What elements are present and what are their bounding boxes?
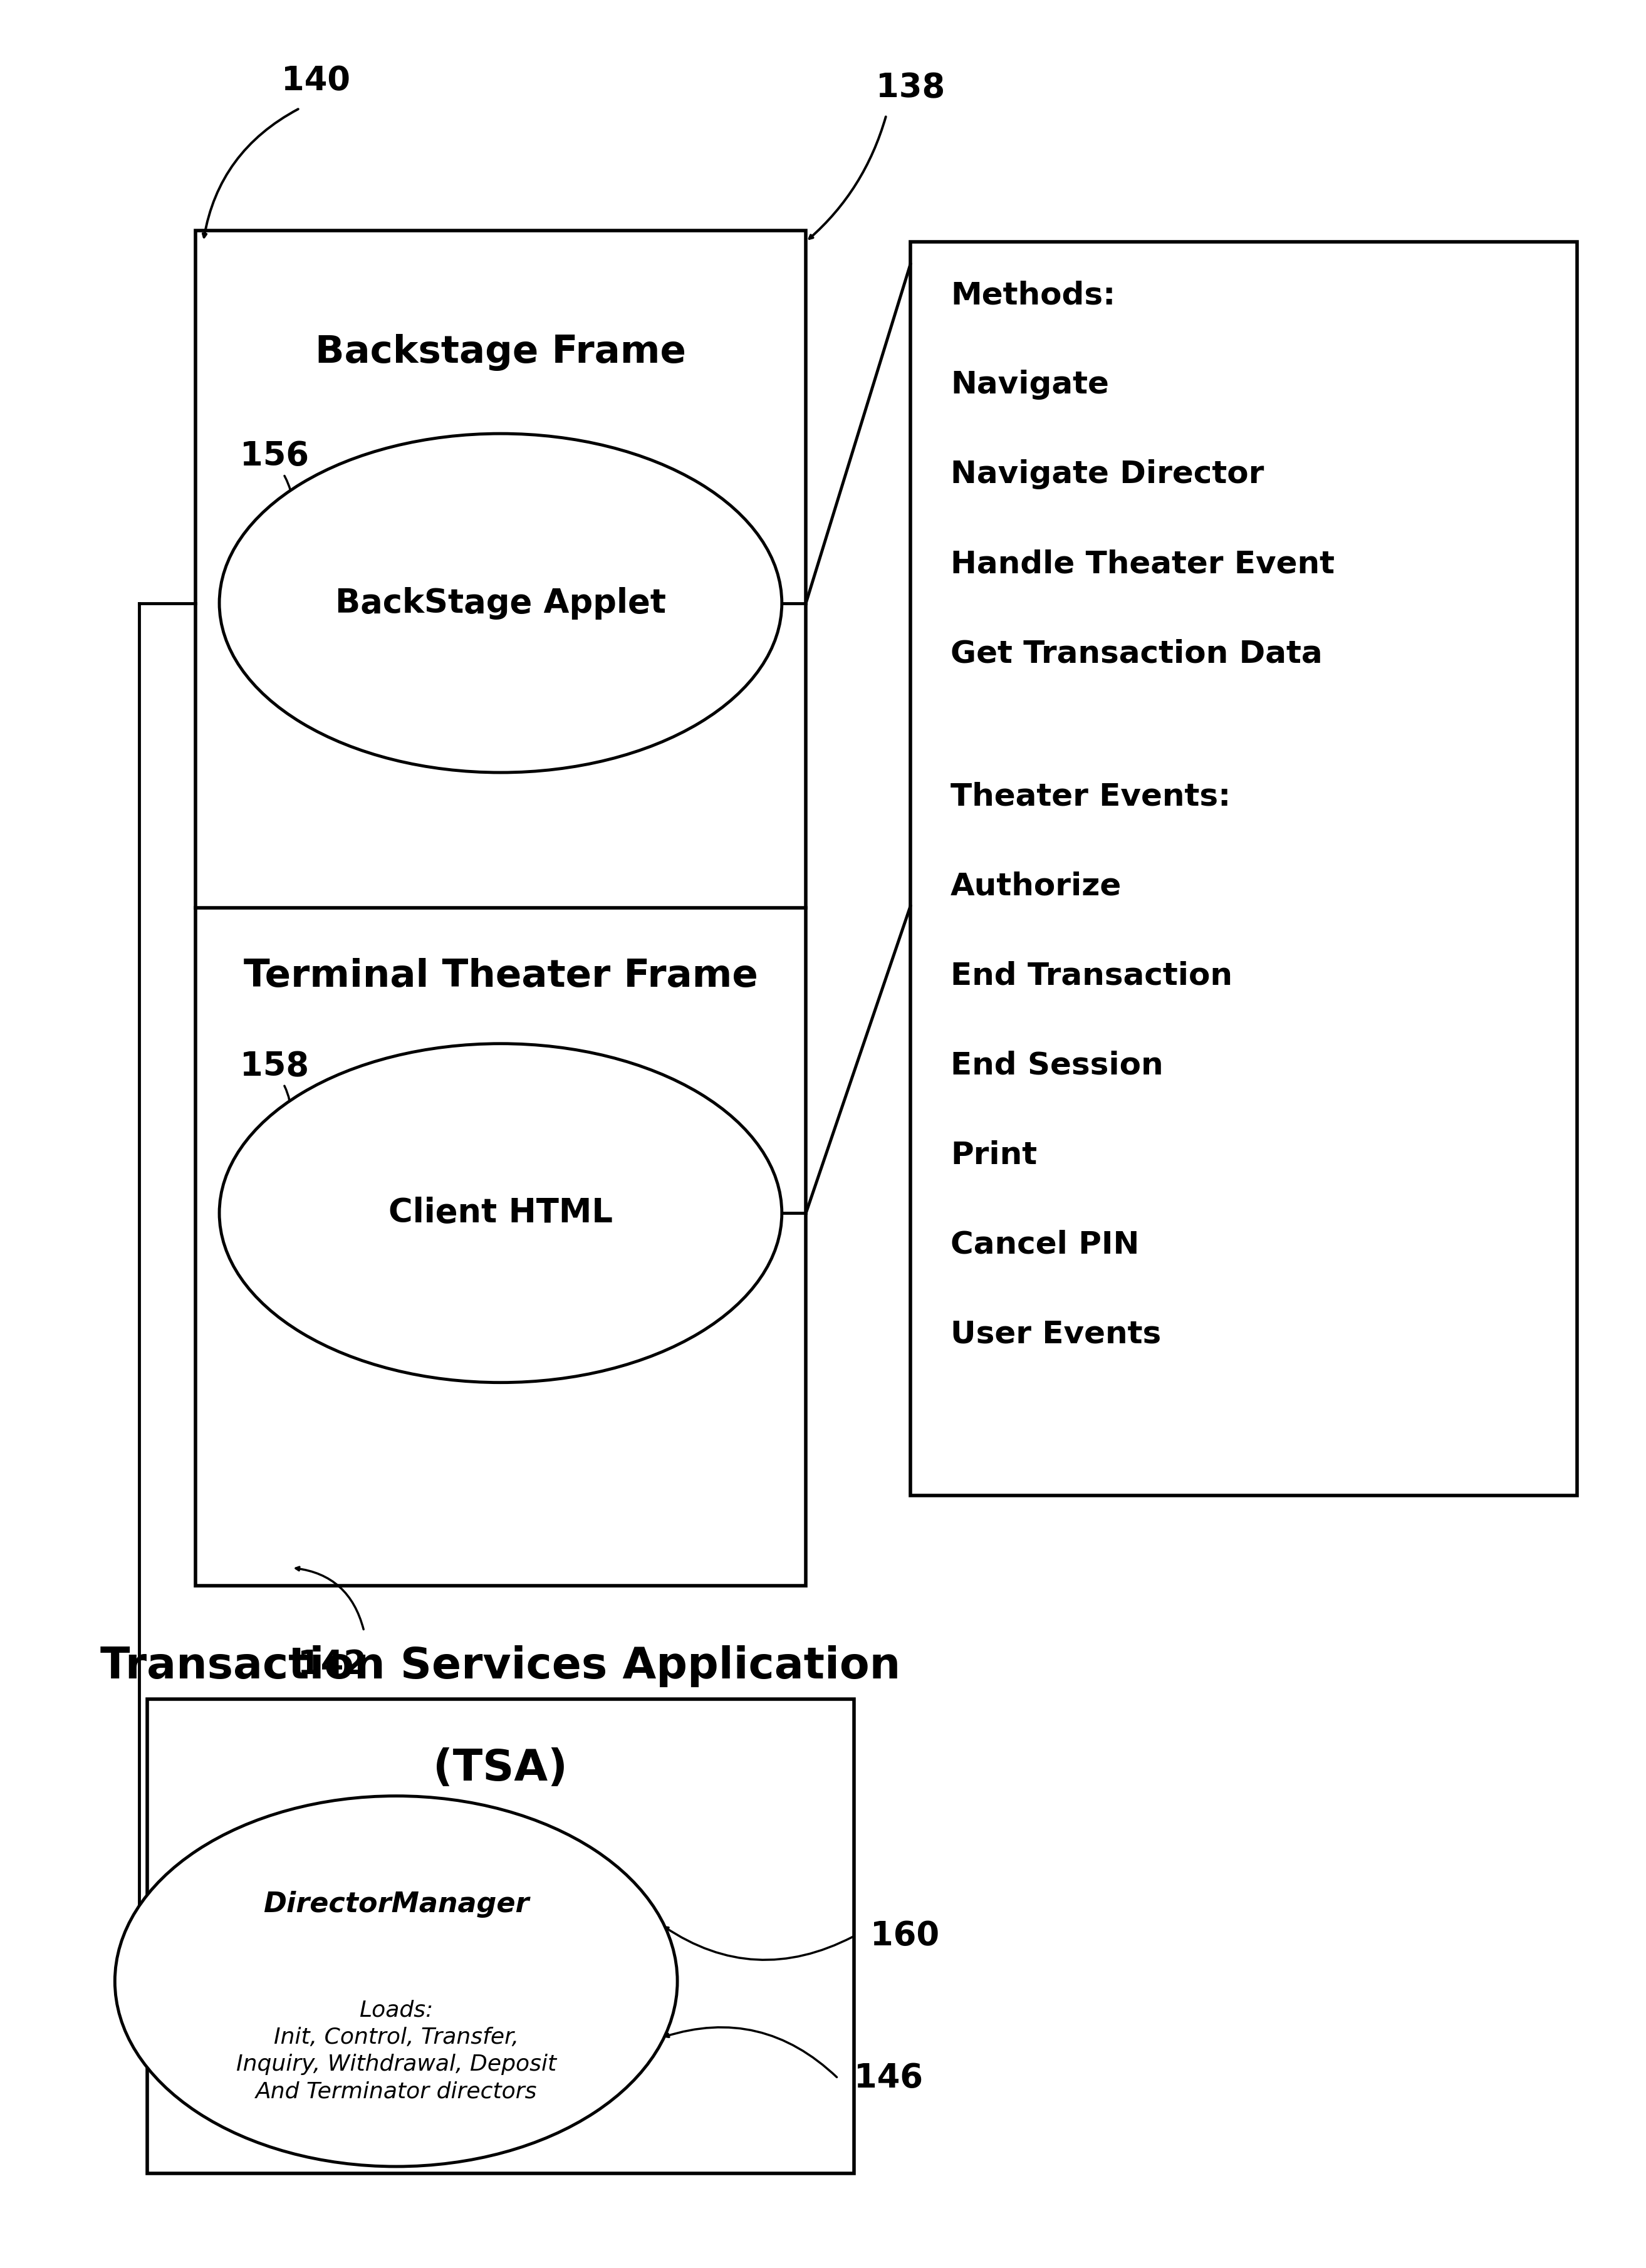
Text: Navigate: Navigate bbox=[951, 370, 1109, 399]
Bar bbox=[196, 231, 807, 1585]
Text: Get Transaction Data: Get Transaction Data bbox=[951, 640, 1322, 669]
Text: 138: 138 bbox=[876, 73, 945, 104]
Bar bbox=[146, 1699, 854, 2173]
Text: Navigate Director: Navigate Director bbox=[951, 460, 1264, 490]
Text: (TSA): (TSA) bbox=[433, 1746, 568, 1789]
Text: Print: Print bbox=[951, 1141, 1037, 1170]
Text: User Events: User Events bbox=[951, 1320, 1162, 1349]
Text: BackStage Applet: BackStage Applet bbox=[336, 587, 667, 619]
Text: Cancel PIN: Cancel PIN bbox=[951, 1229, 1139, 1259]
Text: Loads:
Init, Control, Transfer,
Inquiry, Withdrawal, Deposit
And Terminator dire: Loads: Init, Control, Transfer, Inquiry,… bbox=[235, 2000, 556, 2102]
Ellipse shape bbox=[115, 1796, 678, 2166]
Text: 156: 156 bbox=[240, 440, 309, 472]
Text: End Transaction: End Transaction bbox=[951, 962, 1233, 991]
Text: Backstage Frame: Backstage Frame bbox=[314, 333, 686, 370]
Bar bbox=[910, 243, 1577, 1495]
Text: 158: 158 bbox=[240, 1050, 309, 1082]
Text: 146: 146 bbox=[854, 2062, 923, 2096]
Text: Authorize: Authorize bbox=[951, 871, 1123, 900]
Text: 142: 142 bbox=[298, 1649, 367, 1681]
Text: End Session: End Session bbox=[951, 1050, 1164, 1080]
Ellipse shape bbox=[219, 433, 782, 773]
Text: Transaction Services Application: Transaction Services Application bbox=[100, 1647, 900, 1687]
Text: Handle Theater Event: Handle Theater Event bbox=[951, 549, 1335, 578]
Ellipse shape bbox=[219, 1043, 782, 1383]
Text: Terminal Theater Frame: Terminal Theater Frame bbox=[244, 957, 757, 996]
Text: 160: 160 bbox=[871, 1919, 940, 1953]
Text: Client HTML: Client HTML bbox=[388, 1198, 612, 1229]
Text: Methods:: Methods: bbox=[951, 281, 1116, 311]
Text: Theater Events:: Theater Events: bbox=[951, 782, 1231, 812]
Text: 140: 140 bbox=[281, 66, 351, 98]
Text: DirectorManager: DirectorManager bbox=[263, 1892, 528, 1919]
